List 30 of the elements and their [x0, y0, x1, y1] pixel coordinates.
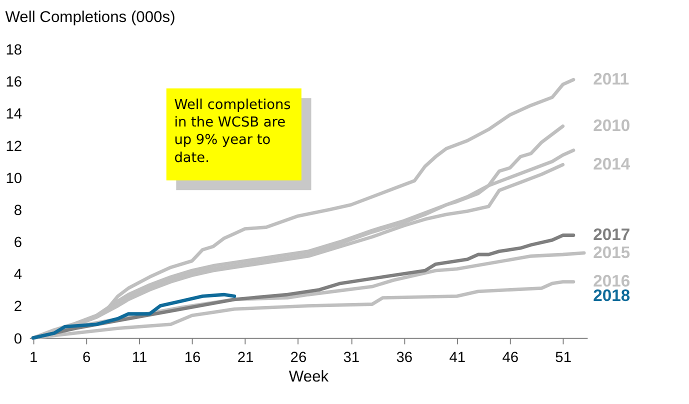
- x-tick-label: 6: [82, 350, 91, 366]
- series-label: 2017: [593, 225, 630, 244]
- x-tick-label: 11: [132, 350, 148, 366]
- x-tick-label: 41: [449, 350, 466, 366]
- y-tick-label: 16: [6, 74, 22, 91]
- x-tick-label: 26: [290, 350, 307, 366]
- annotation: Well completions in the WCSB are up 9% year to date.: [174, 96, 291, 166]
- x-tick-label: 16: [184, 350, 201, 366]
- x-tick-label: 51: [555, 350, 572, 366]
- y-tick-label: 14: [6, 106, 22, 123]
- y-tick-label: 8: [14, 202, 22, 219]
- x-tick-label: 46: [502, 350, 519, 366]
- y-tick-label: 0: [14, 331, 22, 348]
- x-tick-label: 31: [343, 350, 360, 366]
- y-tick-label: 4: [14, 267, 22, 284]
- x-tick-label: 21: [237, 350, 254, 366]
- x-tick-label: 36: [396, 350, 413, 366]
- y-tick-label: 6: [14, 235, 22, 252]
- x-tick-label: 1: [29, 350, 38, 366]
- series-label: 2015: [593, 242, 630, 262]
- y-tick-label: 10: [6, 170, 22, 187]
- series-label: 2011: [593, 70, 630, 89]
- y-tick-label: 12: [6, 138, 22, 155]
- x-axis-title: Week: [288, 368, 329, 386]
- series-label: 2010: [593, 116, 630, 136]
- text: 2018: [593, 286, 630, 306]
- series-label: 2014: [593, 154, 631, 174]
- y-tick-label: 2: [14, 299, 22, 316]
- chart-title: Well Completions (000s): [5, 8, 176, 26]
- y-tick-label: 18: [6, 42, 22, 59]
